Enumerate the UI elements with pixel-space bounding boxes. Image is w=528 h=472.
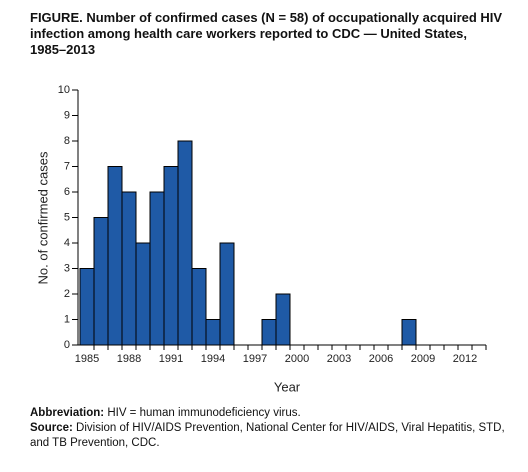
x-tick-label: 1991 bbox=[159, 353, 183, 365]
y-axis-label: No. of confirmed cases bbox=[35, 151, 50, 284]
footnote-text: HIV = human immunodeficiency virus. bbox=[104, 407, 301, 419]
bar bbox=[191, 268, 207, 346]
bar bbox=[149, 191, 165, 346]
bar bbox=[107, 166, 123, 346]
bar bbox=[79, 268, 95, 346]
x-tick-label: 1994 bbox=[201, 353, 225, 365]
bar bbox=[401, 319, 417, 346]
y-tick-label: 6 bbox=[64, 186, 70, 198]
x-tick-label: 2006 bbox=[369, 353, 393, 365]
bar bbox=[205, 319, 221, 346]
bar bbox=[177, 140, 193, 346]
chart: Year No. of confirmed cases 0 1 2 3 4 5 6 7 8 9 10… bbox=[35, 84, 487, 394]
y-tick-label: 10 bbox=[58, 84, 70, 96]
footnote: Abbreviation: HIV = human immunodeficien… bbox=[30, 406, 510, 421]
bar bbox=[275, 293, 291, 346]
x-tick-label: 1997 bbox=[243, 353, 267, 365]
y-tick-label: 2 bbox=[64, 288, 70, 300]
bar bbox=[163, 166, 179, 346]
x-tick-label: 2003 bbox=[327, 353, 351, 365]
bar bbox=[135, 242, 151, 346]
footnote-label: Abbreviation: bbox=[30, 407, 105, 419]
x-tick-label: 1988 bbox=[117, 353, 141, 365]
y-tick-label: 5 bbox=[64, 211, 70, 223]
x-tick-label: 2009 bbox=[411, 353, 435, 365]
bar bbox=[93, 217, 109, 346]
y-tick-label: 9 bbox=[64, 109, 70, 121]
footnote-text: Division of HIV/AIDS Prevention, Nationa… bbox=[30, 422, 505, 449]
bar bbox=[261, 319, 277, 346]
bar bbox=[121, 191, 137, 346]
footnote-label: Source: bbox=[30, 422, 73, 434]
y-tick-label: 7 bbox=[64, 160, 70, 172]
x-tick-label: 2000 bbox=[285, 353, 309, 365]
y-tick-label: 3 bbox=[64, 262, 70, 274]
x-tick-label: 2012 bbox=[453, 353, 477, 365]
bar bbox=[219, 242, 235, 346]
y-tick-label: 4 bbox=[64, 237, 70, 249]
x-tick-label: 1985 bbox=[75, 353, 99, 365]
y-tick-label: 0 bbox=[64, 339, 70, 351]
y-tick-label: 8 bbox=[64, 135, 70, 147]
footnote: Source: Division of HIV/AIDS Prevention,… bbox=[30, 421, 510, 451]
y-tick-label: 1 bbox=[64, 313, 70, 325]
footnotes: Abbreviation: HIV = human immunodeficien… bbox=[30, 406, 510, 451]
x-axis-label: Year bbox=[274, 379, 301, 394]
chart-title: FIGURE. Number of confirmed cases (N = 5… bbox=[30, 10, 503, 57]
